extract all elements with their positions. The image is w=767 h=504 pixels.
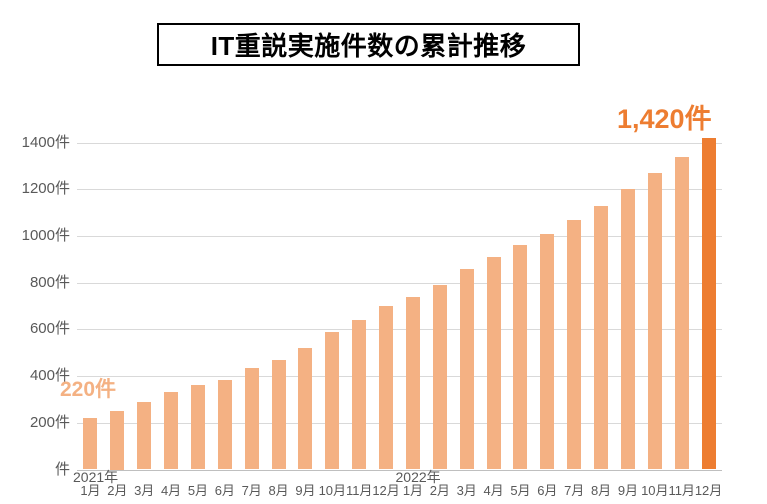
gridline: [77, 282, 722, 284]
y-axis-tick-label: 400件: [29, 367, 70, 385]
y-axis-tick-label: 800件: [29, 273, 70, 291]
x-axis-month-label: 10月: [318, 483, 347, 498]
chart-title-box: IT重説実施件数の累計推移: [157, 23, 580, 66]
bar-9月-20: [620, 189, 635, 470]
x-axis-year-label: 2021年: [73, 469, 119, 485]
data-label-first-bar: 220件: [60, 378, 117, 401]
bar-11月-10: [352, 320, 367, 470]
gridline: [77, 142, 722, 144]
x-axis-month-label: 11月: [668, 483, 695, 498]
x-axis-month-label: 7月: [241, 483, 262, 498]
gridline: [77, 422, 722, 424]
bar-11月-22: [674, 156, 689, 470]
x-axis-month-label: 2月: [107, 483, 128, 498]
bar-2月-1: [110, 411, 125, 470]
x-axis-month-label: 3月: [456, 483, 477, 498]
bar-5月-4: [190, 385, 205, 470]
y-axis-tick-label: 600件: [29, 320, 70, 338]
x-axis-month-label: 5月: [187, 483, 209, 498]
x-axis-year-label: 2022年: [395, 469, 441, 485]
bar-10月-21: [647, 172, 662, 470]
y-axis-tick-label: 1200件: [21, 180, 70, 198]
data-label-last-bar: 1,420件: [617, 104, 712, 134]
x-axis-month-label: 12月: [694, 483, 723, 498]
gridline: [77, 189, 722, 191]
bar-6月-17: [540, 233, 555, 470]
bar-8月-7: [271, 359, 286, 470]
x-axis-month-label: 8月: [268, 483, 289, 498]
x-axis-month-label: 12月: [372, 483, 400, 498]
bar-12月-11: [379, 306, 394, 470]
bar-6月-5: [217, 379, 232, 470]
gridline: [77, 236, 722, 237]
x-axis-line: [77, 469, 722, 471]
y-axis-tick-label: 1400件: [21, 133, 70, 151]
bar-7月-6: [244, 367, 259, 470]
y-axis-tick-label: 1000件: [21, 227, 70, 244]
chart-title: IT重説実施件数の累計推移: [210, 31, 527, 61]
x-axis-month-label: 10月: [641, 483, 669, 498]
bar-4月-15: [486, 257, 501, 470]
x-axis-month-label: 11月: [345, 483, 373, 498]
bar-2月-13: [432, 285, 447, 470]
bar-1月-12: [405, 296, 420, 470]
bar-7月-18: [567, 219, 582, 470]
bar-3月-14: [459, 268, 474, 470]
bar-1月-0: [83, 418, 98, 470]
bar-12月-23: [701, 137, 716, 470]
bar-10月-9: [325, 331, 340, 470]
x-axis-month-label: 2月: [429, 483, 450, 498]
x-axis-month-label: 1月: [80, 483, 101, 498]
x-axis-month-label: 5月: [510, 483, 531, 498]
x-axis-month-label: 4月: [483, 483, 504, 498]
x-axis-month-label: 4月: [160, 483, 182, 498]
gridline: [77, 376, 722, 378]
bar-4月-3: [164, 392, 179, 470]
x-axis-month-label: 3月: [134, 483, 155, 498]
y-axis-tick-label: 200件: [29, 413, 70, 431]
x-axis-month-label: 1月: [402, 483, 424, 498]
bar-9月-8: [298, 348, 313, 470]
x-axis-month-label: 7月: [564, 483, 585, 498]
bar-5月-16: [513, 245, 528, 470]
x-axis-month-label: 6月: [214, 483, 235, 498]
x-axis-month-label: 9月: [617, 483, 639, 498]
x-axis-month-label: 9月: [295, 483, 316, 498]
y-axis-tick-label: 件: [54, 460, 70, 478]
bar-3月-2: [137, 401, 152, 470]
x-axis-month-label: 8月: [590, 483, 612, 498]
gridline: [77, 329, 722, 331]
bar-8月-19: [594, 205, 609, 470]
x-axis-month-label: 6月: [537, 483, 558, 498]
